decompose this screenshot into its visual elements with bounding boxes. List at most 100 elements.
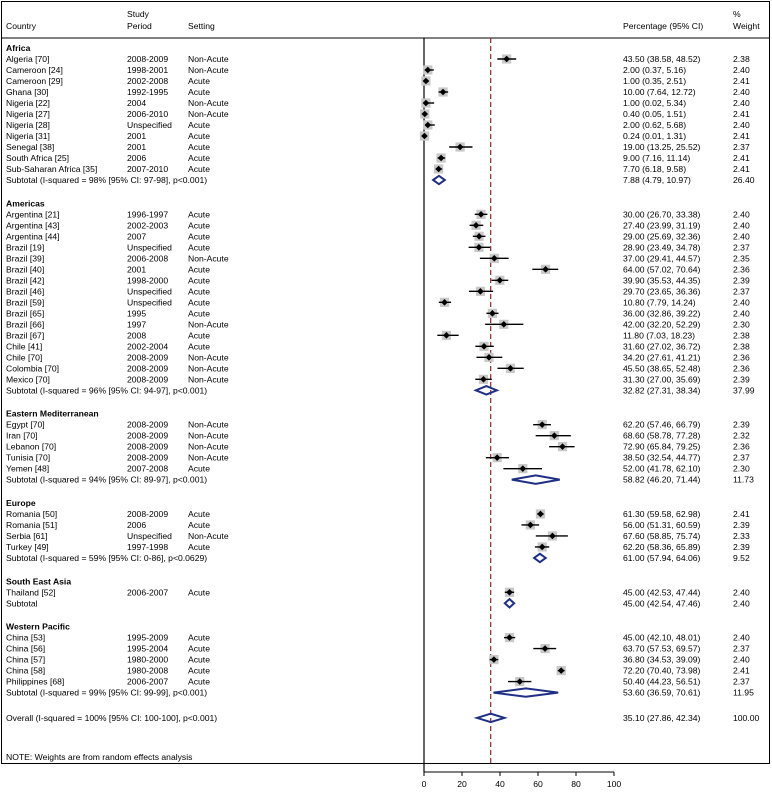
study-period: 2006-2007 [127, 677, 168, 687]
study-country: Sub-Saharan Africa [35] [6, 164, 97, 174]
study-setting: Acute [188, 464, 210, 474]
point-estimate [519, 465, 527, 472]
study-period: 2001 [127, 264, 146, 274]
point-estimate [538, 543, 546, 551]
study-period: 2008-2009 [127, 374, 168, 384]
study-country: Argentina [21] [6, 209, 60, 219]
subtotal-estimate: 61.00 (57.94, 64.06) [623, 553, 701, 563]
study-weight: 2.37 [733, 142, 750, 152]
study-estimate: 0.40 (0.05, 1.51) [623, 109, 686, 119]
study-period: 2008-2009 [127, 431, 168, 441]
study-estimate: 37.00 (29.41, 44.57) [623, 253, 701, 263]
study-period: 1998-2001 [127, 65, 168, 75]
subtotal-label: Subtotal [6, 598, 38, 608]
study-country: Nigeria [27] [6, 109, 50, 119]
study-estimate: 7.70 (6.18, 9.58) [623, 164, 686, 174]
study-estimate: 1.00 (0.35, 2.51) [623, 76, 686, 86]
study-estimate: 64.00 (57.02, 70.64) [623, 264, 701, 274]
study-setting: Acute [188, 231, 210, 241]
point-estimate [443, 332, 450, 339]
study-setting: Acute [188, 666, 210, 676]
study-country: Brazil [65] [6, 308, 44, 318]
study-weight: 2.40 [733, 231, 750, 241]
study-country: China [56] [6, 644, 45, 654]
study-country: Algeria [70] [6, 54, 49, 64]
study-period: 1997-1998 [127, 542, 168, 552]
study-estimate: 27.40 (23.99, 31.19) [623, 220, 701, 230]
group-heading: Africa [6, 43, 31, 53]
study-period: 1995 [127, 308, 146, 318]
subtotal-weight: 26.40 [733, 175, 755, 185]
study-weight: 2.39 [733, 520, 750, 530]
study-country: Brazil [66] [6, 319, 44, 329]
study-weight: 2.30 [733, 464, 750, 474]
study-weight: 2.37 [733, 677, 750, 687]
point-estimate [527, 521, 534, 529]
study-weight: 2.38 [733, 330, 750, 340]
point-estimate [493, 454, 501, 461]
point-estimate [480, 343, 488, 350]
study-setting: Acute [188, 209, 210, 219]
study-setting: Acute [188, 341, 210, 351]
study-period: 2008-2009 [127, 54, 168, 64]
study-weight: 2.36 [733, 442, 750, 452]
point-estimate [422, 99, 430, 107]
study-period: 2002-2004 [127, 341, 168, 351]
study-period: Unspecified [127, 297, 172, 307]
header-weight: Weight [733, 21, 760, 31]
study-estimate: 31.30 (27.00, 35.69) [623, 374, 701, 384]
study-setting: Non-Acute [188, 54, 229, 64]
study-setting: Acute [188, 164, 210, 174]
study-setting: Acute [188, 220, 210, 230]
study-country: Brazil [67] [6, 330, 44, 340]
study-weight: 2.37 [733, 644, 750, 654]
x-tick-label: 40 [495, 779, 505, 789]
x-tick-label: 60 [533, 779, 543, 789]
study-period: Unspecified [127, 242, 172, 252]
study-weight: 2.36 [733, 363, 750, 373]
study-setting: Non-Acute [188, 420, 229, 430]
subtotal-estimate: 53.60 (36.59, 70.61) [623, 688, 701, 698]
study-country: Tunisia [70] [6, 453, 50, 463]
study-setting: Non-Acute [188, 109, 229, 119]
study-period: 2006-2007 [127, 587, 168, 597]
point-estimate [489, 310, 496, 317]
point-estimate [439, 88, 447, 96]
study-weight: 2.41 [733, 666, 750, 676]
point-estimate [537, 510, 544, 518]
x-tick-label: 80 [571, 779, 581, 789]
study-setting: Acute [188, 644, 210, 654]
study-setting: Acute [188, 330, 210, 340]
header-period: Period [127, 21, 152, 31]
study-setting: Acute [188, 275, 210, 285]
plot-frame [1, 1, 770, 764]
study-estimate: 42.00 (32.20, 52.29) [623, 319, 701, 329]
study-period: 1997 [127, 319, 146, 329]
study-setting: Acute [188, 509, 210, 519]
study-weight: 2.39 [733, 374, 750, 384]
study-country: Cameroon [24] [6, 65, 63, 75]
study-country: Brazil [42] [6, 275, 44, 285]
x-tick-label: 20 [457, 779, 467, 789]
study-weight: 2.38 [733, 54, 750, 64]
point-estimate [480, 376, 487, 383]
subtotal-weight: 2.40 [733, 598, 750, 608]
subtotal-estimate: 58.82 (46.20, 71.44) [623, 475, 701, 485]
study-period: 2006 [127, 520, 146, 530]
study-estimate: 29.00 (25.69, 32.36) [623, 231, 701, 241]
study-weight: 2.39 [733, 420, 750, 430]
study-country: Nigeria [28] [6, 120, 50, 130]
study-period: 2002-2008 [127, 76, 168, 86]
study-country: Brazil [40] [6, 264, 44, 274]
subtotal-weight: 9.52 [733, 553, 750, 563]
study-estimate: 30.00 (26.70, 33.38) [623, 209, 701, 219]
point-estimate [559, 443, 566, 450]
study-weight: 2.40 [733, 65, 750, 75]
point-estimate [456, 143, 464, 151]
study-country: Chile [70] [6, 352, 42, 362]
subtotal-weight: 11.73 [733, 475, 754, 485]
study-country: Philippines [68] [6, 677, 64, 687]
group-heading: Americas [6, 198, 45, 208]
subtotal-label: Subtotal (I-squared = 98% [95% CI: 97-98… [6, 175, 207, 185]
